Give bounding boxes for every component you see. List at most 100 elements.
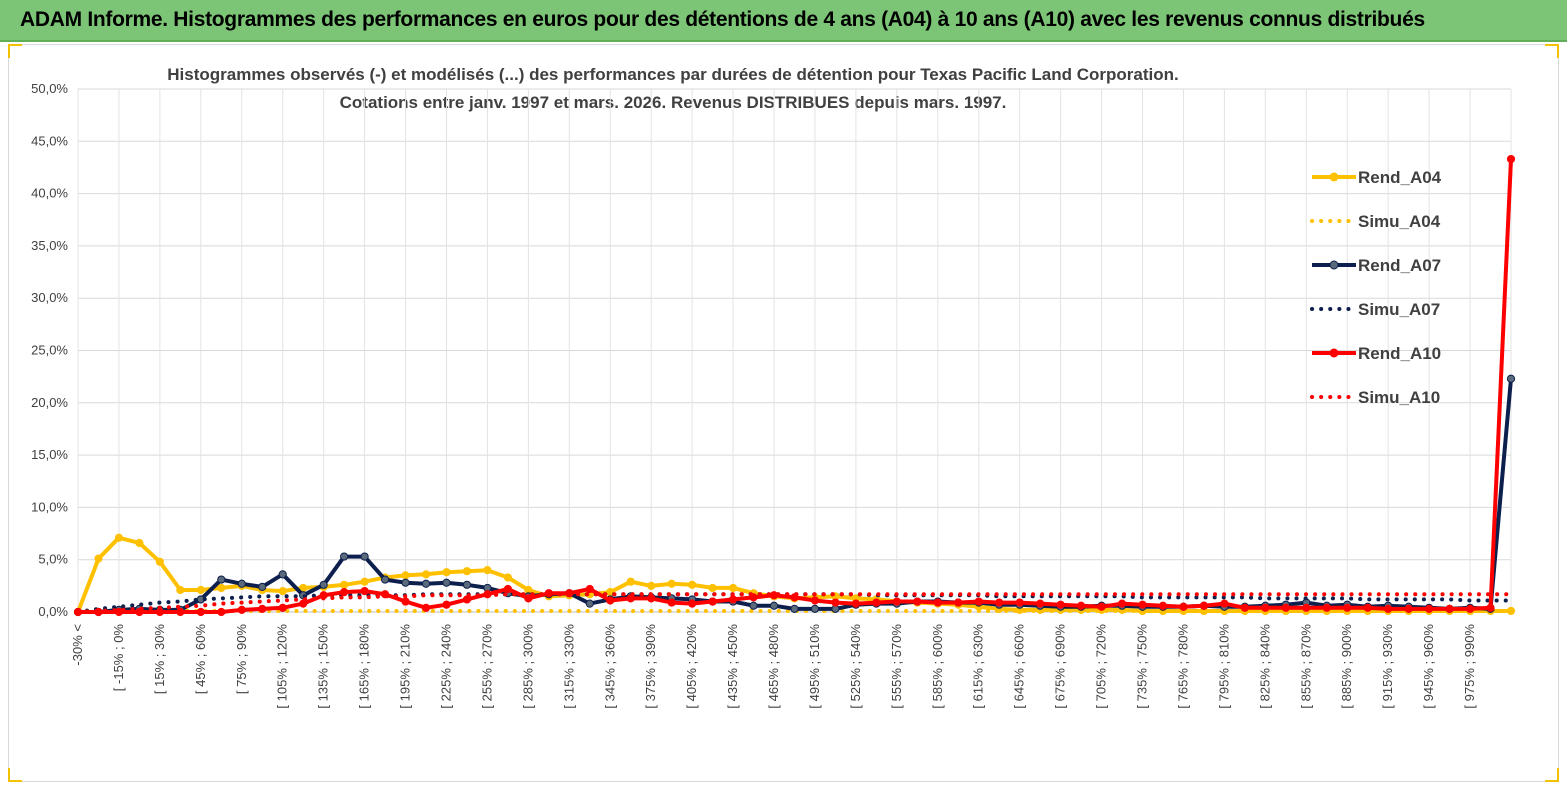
data-point-rend-a04: [442, 568, 451, 577]
data-point-rend-a04: [360, 577, 369, 586]
data-point-rend-a10: [1404, 604, 1413, 613]
data-point-rend-a07: [462, 580, 472, 589]
legend-label-simu-a07: Simu_A07: [1358, 300, 1440, 319]
data-point-rend-a10: [851, 599, 861, 608]
data-point-rend-a10: [442, 600, 451, 609]
y-tick-label: 20,0%: [31, 395, 68, 410]
data-point-rend-a07: [258, 582, 267, 591]
y-tick-label: 15,0%: [31, 447, 68, 462]
data-point-rend-a10: [217, 607, 226, 617]
data-point-rend-a07: [749, 601, 758, 610]
data-point-rend-a10: [1363, 603, 1372, 612]
x-tick-label: [ -15% ; 0%: [111, 624, 126, 692]
chart-frame: [8, 44, 1559, 782]
x-tick-label: [ 855% ; 870%: [1298, 624, 1313, 709]
data-point-rend-a07: [319, 580, 328, 589]
frame-corner: [1545, 44, 1559, 58]
data-point-rend-a10: [1056, 600, 1065, 609]
data-point-rend-a10: [176, 607, 185, 617]
data-point-rend-a04: [647, 581, 656, 590]
data-point-rend-a10: [1097, 602, 1106, 611]
data-point-rend-a04: [94, 554, 103, 563]
x-tick-label: [ 405% ; 420%: [684, 624, 699, 709]
data-point-rend-a10: [728, 595, 738, 604]
x-tick-label: [ 525% ; 540%: [848, 624, 863, 709]
data-point-rend-a10: [974, 597, 983, 606]
data-point-rend-a04: [114, 533, 124, 542]
data-point-rend-a10: [1343, 603, 1352, 612]
x-tick-label: [ 465% ; 480%: [766, 624, 781, 709]
x-tick-label: [ 45% ; 60%: [193, 624, 208, 695]
x-tick-label: [ 615% ; 630%: [971, 624, 986, 709]
legend-label-rend-a07: Rend_A07: [1358, 256, 1441, 275]
data-point-rend-a10: [1036, 599, 1045, 608]
series-line-rend-a10: [78, 159, 1513, 614]
data-point-rend-a07: [237, 579, 246, 588]
legend-label-simu-a10: Simu_A10: [1358, 388, 1440, 407]
legend-label-simu-a04: Simu_A04: [1358, 212, 1441, 231]
y-tick-label: 45,0%: [31, 133, 68, 148]
data-point-rend-a10: [503, 584, 512, 594]
x-tick-label: [ 915% ; 930%: [1380, 624, 1395, 709]
data-point-rend-a10: [954, 598, 963, 607]
y-tick-label: 35,0%: [31, 238, 68, 253]
data-point-rend-a04: [667, 579, 676, 588]
x-tick-label: [ 675% ; 690%: [1053, 624, 1068, 709]
data-point-rend-a10: [585, 584, 594, 594]
data-point-rend-a10: [1015, 598, 1024, 607]
x-tick-label: [ 345% ; 360%: [602, 624, 617, 709]
series-line-simu-a04: [76, 609, 1513, 614]
data-point-rend-a10: [340, 588, 349, 597]
data-point-rend-a07: [380, 575, 390, 584]
data-point-rend-a10: [1117, 599, 1127, 608]
legend-marker-rend-a10: [1329, 348, 1339, 358]
data-point-rend-a10: [360, 586, 369, 596]
x-tick-label: [ 225% ; 240%: [438, 624, 453, 709]
y-tick-label: 40,0%: [31, 186, 68, 201]
y-tick-label: 0,0%: [38, 604, 68, 619]
frame-corner: [8, 44, 22, 58]
data-point-rend-a07: [401, 578, 410, 587]
data-point-rend-a10: [1261, 603, 1270, 612]
y-tick-label: 25,0%: [31, 343, 68, 358]
x-tick-label: [ 435% ; 450%: [725, 624, 740, 709]
x-tick-label: [ 645% ; 660%: [1012, 624, 1027, 709]
data-point-rend-a04: [155, 557, 164, 566]
data-point-rend-a04: [340, 580, 349, 589]
data-point-rend-a04: [728, 583, 738, 593]
data-point-rend-a04: [401, 571, 410, 580]
data-point-rend-a10: [1465, 604, 1475, 613]
chart-subtitle: Cotations entre janv. 1997 et mars. 2026…: [340, 93, 1007, 112]
data-point-rend-a04: [708, 583, 717, 593]
y-tick-label: 10,0%: [31, 499, 68, 514]
data-point-rend-a10: [299, 599, 308, 608]
x-tick-label: [ 585% ; 600%: [930, 624, 945, 709]
frame-corner: [8, 768, 22, 782]
data-point-rend-a04: [217, 583, 226, 593]
x-tick-label: [ 375% ; 390%: [643, 624, 658, 709]
x-tick-label: [ 255% ; 270%: [479, 624, 494, 709]
data-point-rend-a04: [688, 580, 697, 589]
data-point-rend-a07: [585, 599, 594, 608]
x-tick-label: [ 195% ; 210%: [398, 624, 413, 709]
data-point-rend-a10: [1281, 603, 1290, 612]
data-point-rend-a10: [892, 597, 901, 606]
x-tick-label: [ 975% ; 990%: [1462, 624, 1477, 709]
data-point-rend-a07: [769, 601, 779, 610]
data-point-rend-a10: [708, 597, 717, 606]
data-point-rend-a10: [524, 594, 533, 603]
data-point-rend-a10: [114, 607, 124, 617]
data-point-rend-a10: [1486, 603, 1495, 612]
data-point-rend-a10: [1240, 603, 1249, 612]
x-tick-label: [ 495% ; 510%: [807, 624, 822, 709]
x-tick-label: [ 945% ; 960%: [1421, 624, 1436, 709]
data-point-rend-a10: [933, 598, 942, 607]
data-point-rend-a10: [237, 605, 246, 615]
y-axis: 0,0% 5,0% 10,0% 15,0% 20,0% 25,0% 30,0% 35,0% 40…: [31, 81, 68, 619]
data-point-rend-a04: [483, 566, 492, 575]
data-point-rend-a10: [688, 599, 697, 608]
data-point-rend-a10: [1302, 603, 1311, 612]
data-point-rend-a07: [340, 552, 349, 561]
data-point-rend-a04: [421, 570, 431, 579]
